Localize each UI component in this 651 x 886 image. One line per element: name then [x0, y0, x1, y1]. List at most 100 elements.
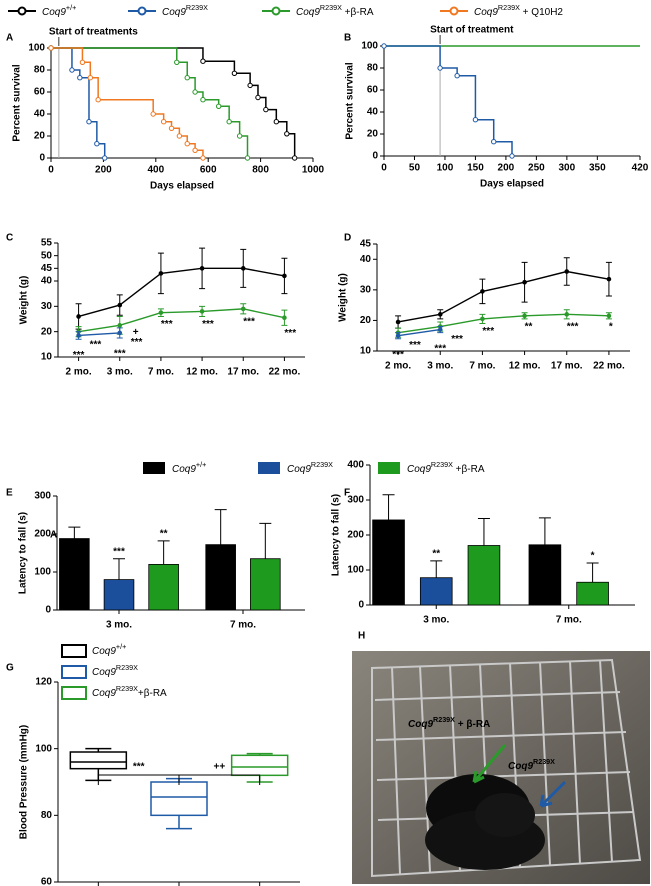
- legend-swatch: [258, 462, 280, 474]
- annotation: Start of treatments: [49, 27, 138, 38]
- data-point: [522, 279, 527, 285]
- y-tick-label: 100: [34, 567, 51, 578]
- box: [230, 754, 289, 777]
- x-tick-label: 12 mo.: [509, 361, 541, 372]
- y-axis-label: Percent survival: [345, 62, 356, 139]
- x-tick-label: 300: [559, 163, 576, 174]
- survival-point: [200, 97, 206, 103]
- x-tick-label: 3 mo.: [107, 367, 133, 378]
- panel-letter: E: [6, 488, 13, 499]
- panel-letter: A: [6, 33, 13, 44]
- error-bar: [259, 522, 272, 559]
- legend-label: Coq9+/+: [42, 3, 76, 18]
- bar: [205, 544, 236, 611]
- survival-point: [200, 155, 206, 161]
- error-bar: [68, 526, 81, 539]
- series-line: [78, 267, 285, 318]
- x-tick-label: 3 mo.: [423, 615, 449, 626]
- x-tick-label: 100: [437, 163, 454, 174]
- box: [150, 781, 208, 817]
- y-tick-label: 100: [35, 743, 52, 754]
- y-tick-label: 100: [361, 41, 378, 52]
- y-axis-label: Percent survival: [12, 64, 23, 141]
- y-tick-label: 30: [360, 284, 372, 295]
- significance: ***: [133, 762, 145, 773]
- series-line: [397, 328, 441, 337]
- survival-point: [273, 119, 280, 125]
- legend-marker: [449, 6, 459, 16]
- error-bar: [113, 558, 125, 580]
- survival-point: [87, 75, 94, 81]
- legend-swatch: [61, 686, 87, 700]
- error-bar: [382, 494, 395, 520]
- y-tick-label: 0: [45, 605, 51, 616]
- panel-letter: B: [344, 33, 351, 44]
- x-tick-label: 17 mo.: [227, 367, 259, 378]
- series-line: [78, 308, 285, 333]
- series-line: [78, 332, 120, 337]
- significance: ***: [131, 337, 143, 348]
- y-tick-label: 20: [367, 129, 379, 140]
- error-bar: [157, 540, 170, 565]
- data-point: [158, 310, 164, 315]
- significance: ***: [284, 328, 296, 339]
- photo-label: Coq9R239X: [508, 757, 555, 772]
- survival-curve: [51, 47, 249, 158]
- y-tick-label: 80: [34, 65, 46, 76]
- data-point: [564, 312, 570, 317]
- arrow: [472, 744, 507, 784]
- survival-curve: [384, 45, 513, 156]
- x-tick-label: 22 mo.: [269, 367, 301, 378]
- survival-point: [244, 155, 251, 161]
- survival-point: [168, 125, 175, 132]
- survival-point: [69, 67, 75, 73]
- y-tick-label: 80: [367, 63, 379, 74]
- bar: [528, 544, 562, 606]
- y-axis-label: Latency to fall (s): [331, 494, 342, 576]
- significance: ***: [161, 319, 173, 330]
- bar: [103, 579, 135, 611]
- series-line: [397, 313, 609, 334]
- survival-point: [236, 133, 243, 139]
- survival-point: [94, 141, 100, 147]
- arrow: [539, 780, 567, 808]
- x-axis-label: Days elapsed: [150, 181, 214, 192]
- panel-letter: F: [344, 488, 350, 499]
- y-tick-label: 300: [34, 491, 51, 502]
- whisker: [166, 815, 192, 830]
- bar: [419, 577, 453, 606]
- data-point: [480, 316, 485, 322]
- data-point: [395, 319, 401, 325]
- legend-marker: [271, 6, 281, 16]
- data-point: [395, 333, 401, 339]
- x-tick-label: 7 mo.: [469, 361, 495, 372]
- survival-point: [255, 94, 261, 101]
- legend-marker: [137, 6, 147, 16]
- error-bar: [538, 517, 551, 545]
- data-point: [117, 302, 123, 308]
- legend-marker: [17, 6, 27, 16]
- x-tick-label: 350: [589, 163, 606, 174]
- y-tick-label: 120: [35, 677, 52, 688]
- y-tick-label: 40: [360, 254, 372, 265]
- x-tick-label: 7 mo.: [556, 615, 582, 626]
- bar: [467, 545, 501, 606]
- x-tick-label: 200: [95, 165, 112, 176]
- survival-point: [200, 58, 206, 64]
- x-tick-label: 800: [252, 165, 269, 176]
- panel-letter: D: [344, 233, 351, 244]
- x-axis-label: Days elapsed: [480, 179, 544, 190]
- x-tick-label: 400: [147, 165, 164, 176]
- y-tick-label: 100: [347, 565, 364, 576]
- panel-letter: G: [6, 663, 14, 674]
- legend-swatch: [61, 644, 87, 658]
- data-point: [564, 269, 570, 274]
- legend-swatch: [143, 462, 165, 474]
- survival-point: [160, 119, 167, 125]
- legend-label: Coq9R239X +β-RA: [296, 3, 374, 18]
- significance: **: [525, 322, 533, 333]
- significance: ***: [392, 349, 404, 360]
- significance: *: [591, 551, 595, 562]
- survival-point: [184, 141, 190, 147]
- survival-point: [174, 59, 180, 65]
